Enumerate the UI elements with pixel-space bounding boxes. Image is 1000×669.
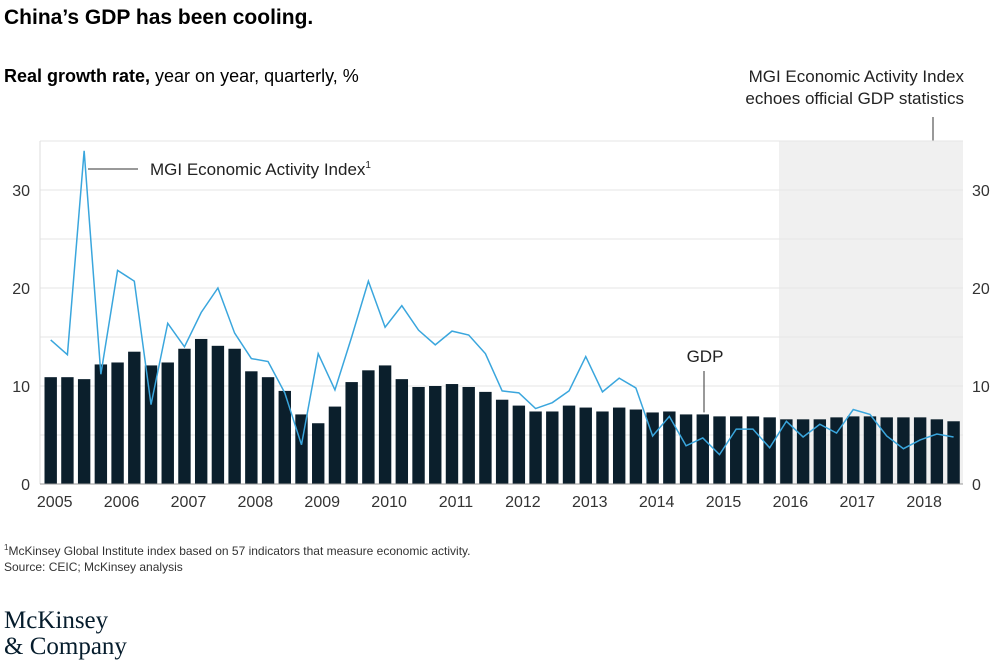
y-tick-left: 0 <box>21 477 30 494</box>
gdp-bar <box>546 411 559 484</box>
x-tick-label: 2009 <box>304 494 340 511</box>
gdp-bar <box>362 370 375 484</box>
source-note: Source: CEIC; McKinsey analysis <box>4 560 183 574</box>
footnote-ref: 1 <box>365 160 371 171</box>
gdp-bar <box>847 416 860 484</box>
gdp-bar <box>679 414 693 484</box>
y-tick-left: 30 <box>12 183 30 200</box>
gdp-bar <box>813 419 827 484</box>
gdp-bar <box>128 351 141 484</box>
gdp-bar <box>696 414 709 484</box>
gdp-bar <box>312 423 325 484</box>
gdp-bar <box>161 362 174 484</box>
gdp-bar <box>746 416 760 484</box>
x-tick-label: 2012 <box>505 494 541 511</box>
chart: 0 0 10 10 20 20 30 30 2005 2006 2007 2008 2009 2010 20… <box>12 117 990 511</box>
gdp-bar <box>529 411 542 484</box>
x-tick-label: 2013 <box>572 494 608 511</box>
y-tick-left: 20 <box>12 281 30 298</box>
gdp-bar <box>562 405 576 484</box>
gdp-bar <box>445 384 459 484</box>
gdp-bar <box>194 338 208 484</box>
gdp-bar <box>345 382 358 484</box>
callout-line-2: echoes official GDP statistics <box>745 89 964 108</box>
logo-line-2: & Company <box>4 633 127 660</box>
y-tick-left: 10 <box>12 379 30 396</box>
gdp-bar <box>897 417 910 484</box>
gdp-bar <box>780 419 793 484</box>
gdp-bar <box>462 386 475 484</box>
gdp-bar <box>479 391 492 484</box>
x-tick-label: 2006 <box>104 494 140 511</box>
x-tick-label: 2015 <box>706 494 742 511</box>
chart-title: China’s GDP has been cooling. <box>4 6 314 29</box>
gdp-bar <box>495 399 509 484</box>
gdp-bar <box>930 419 944 484</box>
gdp-bar <box>730 416 743 484</box>
gdp-series-label: GDP <box>687 347 724 366</box>
footnote-text: McKinsey Global Institute index based on… <box>8 544 471 558</box>
y-tick-right: 30 <box>972 183 990 200</box>
x-tick-label: 2010 <box>371 494 407 511</box>
y-tick-right: 20 <box>972 281 990 298</box>
gdp-bar <box>663 411 676 484</box>
x-tick-label: 2018 <box>906 494 942 511</box>
gdp-bar <box>378 365 392 484</box>
gdp-bar <box>579 407 592 484</box>
gdp-bar <box>863 416 877 484</box>
gdp-bar <box>111 362 124 484</box>
gdp-bar <box>713 416 726 484</box>
gdp-bar <box>763 417 776 484</box>
gdp-bar <box>512 405 526 484</box>
footnote-marker: 1 <box>4 543 9 552</box>
mgi-series-label: MGI Economic Activity Index1 <box>150 160 371 179</box>
gdp-bar <box>328 406 342 484</box>
x-tick-label: 2011 <box>439 494 474 511</box>
subtitle-rest: year on year, quarterly, % <box>150 66 359 86</box>
gdp-bar <box>596 411 609 484</box>
x-tick-label: 2008 <box>238 494 274 511</box>
gdp-bar <box>261 377 275 484</box>
chart-subtitle: Real growth rate, year on year, quarterl… <box>4 66 359 87</box>
mckinsey-logo: McKinsey & Company <box>4 608 127 660</box>
highlight-callout: MGI Economic Activity Index echoes offici… <box>745 66 964 110</box>
gdp-bar <box>395 379 409 484</box>
logo-line-1: McKinsey <box>4 607 109 634</box>
gdp-bar <box>228 348 241 484</box>
gdp-bar <box>429 386 442 484</box>
y-tick-right: 0 <box>972 477 981 494</box>
gdp-bar <box>211 345 225 484</box>
gdp-bar <box>61 377 74 484</box>
gdp-bar <box>913 417 927 484</box>
y-tick-right: 10 <box>972 379 990 396</box>
callout-line-1: MGI Economic Activity Index <box>748 67 964 86</box>
gdp-bar <box>612 407 626 484</box>
gdp-bar <box>830 417 843 484</box>
gdp-bar <box>947 421 960 484</box>
mgi-index-line <box>50 150 954 456</box>
gdp-bar <box>144 365 158 484</box>
gdp-bar <box>77 379 91 484</box>
x-tick-label: 2016 <box>773 494 809 511</box>
gdp-bar <box>94 364 108 484</box>
subtitle-bold: Real growth rate, <box>4 66 151 86</box>
gdp-bar <box>178 348 191 484</box>
footnote: 1McKinsey Global Institute index based o… <box>4 540 470 575</box>
gdp-bar <box>629 409 643 484</box>
x-tick-label: 2014 <box>639 494 675 511</box>
gdp-bar <box>278 390 291 484</box>
x-tick-label: 2005 <box>37 494 73 511</box>
gdp-bar <box>44 377 57 484</box>
gdp-bar <box>245 371 258 484</box>
x-tick-label: 2017 <box>839 494 875 511</box>
gdp-bar <box>796 419 810 484</box>
gdp-bar <box>412 386 425 484</box>
x-tick-label: 2007 <box>171 494 207 511</box>
gdp-bar <box>880 417 893 484</box>
gdp-bar <box>646 412 659 484</box>
